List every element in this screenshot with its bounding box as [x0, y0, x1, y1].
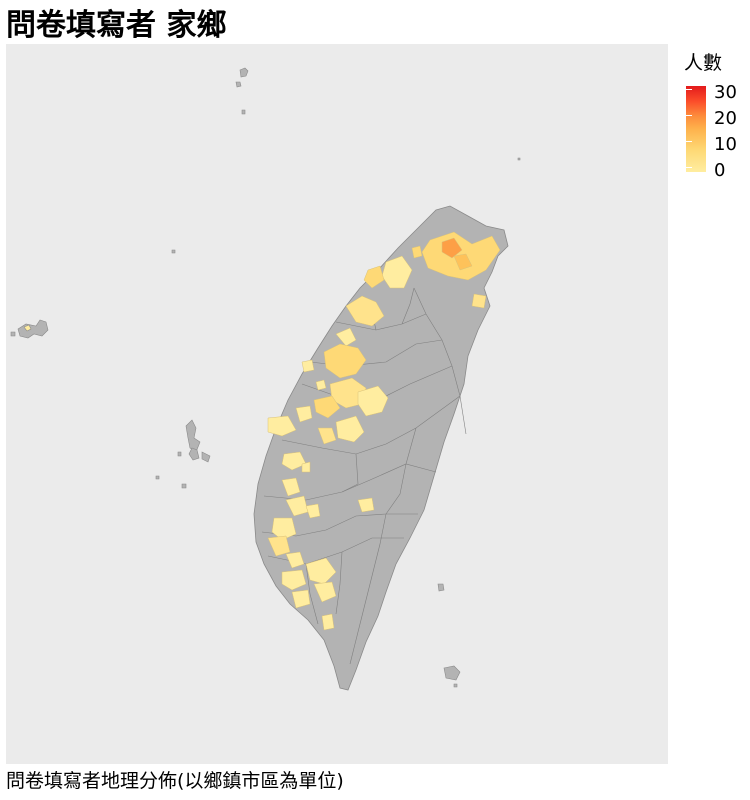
legend: 人數 30 20 10 0: [680, 48, 750, 180]
legend-title: 人數: [684, 52, 723, 74]
legend-label-10: 10: [714, 134, 737, 155]
legend-tick-10-right: [706, 141, 712, 142]
legend-colorbar: [686, 86, 712, 172]
kinmen-islands: [10, 319, 49, 339]
legend-label-20: 20: [714, 108, 737, 129]
kinmen-highlight: [23, 324, 32, 332]
offshore-east-islands: [437, 157, 521, 688]
legend-tick-30: [686, 89, 692, 90]
map-panel: [6, 44, 668, 764]
map-title: 問卷填寫者 家鄉: [6, 8, 227, 43]
legend-tick-20: [686, 115, 692, 116]
respondent-districts: [267, 231, 501, 631]
legend-label-30: 30: [714, 82, 737, 103]
legend-tick-10: [686, 141, 692, 142]
map-caption: 問卷填寫者地理分佈(以鄉鎮市區為單位): [6, 770, 344, 792]
taiwan-map: [10, 67, 521, 691]
penghu-islands: [155, 249, 211, 489]
legend-label-0: 0: [714, 160, 726, 181]
matsu-islands: [235, 67, 249, 115]
legend-tick-20-right: [706, 115, 712, 116]
legend-tick-0: [686, 167, 692, 168]
legend-tick-30-right: [706, 89, 712, 90]
legend-tick-0-right: [706, 167, 712, 168]
